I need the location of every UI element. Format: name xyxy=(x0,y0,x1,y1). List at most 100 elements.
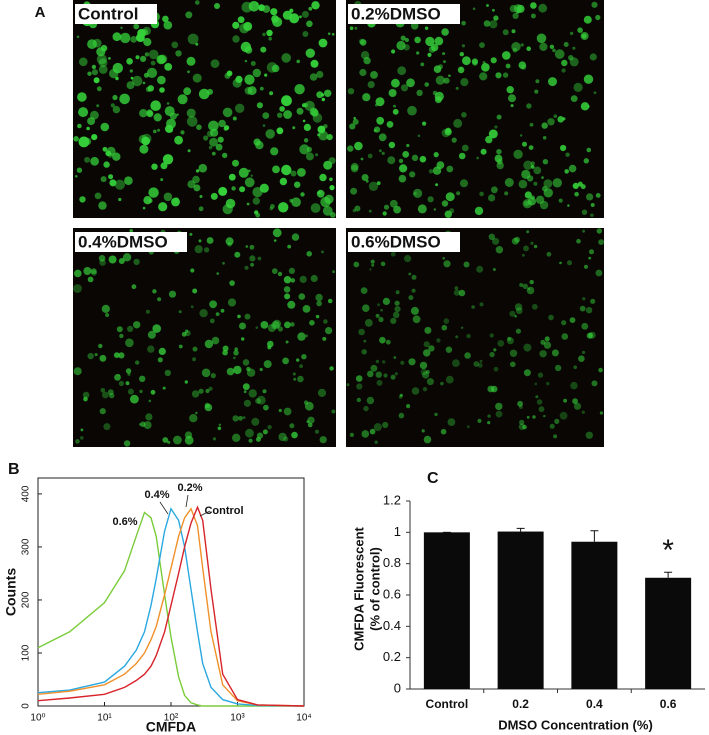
cell xyxy=(267,425,272,430)
cell xyxy=(419,155,427,163)
cell xyxy=(77,123,82,129)
cell xyxy=(287,300,296,309)
cell xyxy=(251,417,260,426)
cell xyxy=(157,297,162,302)
cell xyxy=(125,381,130,386)
cell xyxy=(153,129,157,134)
cell xyxy=(271,64,280,73)
cell xyxy=(392,311,400,319)
cell xyxy=(400,360,405,365)
cell xyxy=(112,152,121,161)
cell xyxy=(520,134,523,137)
histogram-line xyxy=(37,511,304,707)
cell xyxy=(189,414,198,423)
cell xyxy=(222,204,233,215)
cell xyxy=(515,307,523,315)
cell xyxy=(316,70,324,79)
cell xyxy=(153,113,162,122)
bar xyxy=(645,577,692,689)
cell xyxy=(391,78,400,88)
cell xyxy=(432,90,438,96)
cell xyxy=(158,202,168,212)
cell xyxy=(497,340,505,347)
cell xyxy=(147,330,156,339)
cell xyxy=(87,71,92,76)
cell xyxy=(282,357,289,365)
cell xyxy=(244,59,248,63)
cell xyxy=(269,206,273,211)
cell xyxy=(528,145,534,151)
cell xyxy=(434,36,444,46)
cell xyxy=(281,164,292,176)
cell xyxy=(424,326,432,334)
cell xyxy=(300,192,305,197)
label-box xyxy=(348,232,460,252)
cell xyxy=(266,29,273,37)
cell xyxy=(426,378,434,386)
cell xyxy=(260,46,267,53)
y-tick-label: 400 xyxy=(21,485,32,502)
cell xyxy=(234,347,238,352)
cell xyxy=(296,59,301,64)
plot-frame xyxy=(37,477,305,707)
cell xyxy=(235,103,245,114)
cell xyxy=(394,300,400,306)
cell xyxy=(132,75,143,87)
cell xyxy=(192,346,198,352)
cell xyxy=(187,70,190,74)
cell xyxy=(554,49,565,59)
cell xyxy=(329,185,335,191)
cell xyxy=(547,118,555,126)
cell xyxy=(385,339,391,345)
cell xyxy=(306,420,310,424)
cell xyxy=(347,145,354,152)
cell xyxy=(422,387,428,392)
cell xyxy=(406,404,411,409)
cell xyxy=(589,53,597,61)
cell xyxy=(523,245,529,252)
cell xyxy=(264,73,268,77)
cell xyxy=(96,104,100,108)
cell xyxy=(216,272,219,275)
cell xyxy=(554,418,560,424)
cell xyxy=(278,408,282,413)
cell xyxy=(106,146,116,156)
cell xyxy=(510,361,516,368)
cell xyxy=(214,3,220,9)
cell xyxy=(375,359,380,364)
cell xyxy=(492,237,500,245)
cell xyxy=(569,317,576,323)
x-tick-label: 0.4 xyxy=(586,697,603,711)
cell xyxy=(582,297,586,301)
cell xyxy=(395,290,400,295)
cell xyxy=(461,44,465,48)
cell xyxy=(386,121,394,128)
cell xyxy=(354,205,361,212)
cell xyxy=(568,55,574,61)
cell xyxy=(479,302,484,307)
cell xyxy=(281,95,292,107)
cell xyxy=(369,428,376,435)
cell xyxy=(289,13,300,24)
cell xyxy=(573,365,577,370)
cell xyxy=(379,149,382,153)
cell xyxy=(259,86,264,91)
cell xyxy=(416,51,420,55)
cell xyxy=(144,52,150,57)
cell xyxy=(433,152,439,158)
x-axis-label: DMSO Concentration (%) xyxy=(498,717,653,732)
cell xyxy=(595,269,603,277)
cell xyxy=(222,152,228,159)
cell xyxy=(142,26,151,36)
cell xyxy=(387,156,396,165)
cell xyxy=(355,375,363,382)
cell xyxy=(279,106,285,112)
cell xyxy=(305,334,308,338)
cell xyxy=(374,440,378,444)
cell xyxy=(199,309,208,318)
cell xyxy=(278,432,287,442)
cell xyxy=(574,191,579,197)
cell xyxy=(533,244,538,249)
cell xyxy=(476,265,484,273)
cell xyxy=(289,423,295,429)
